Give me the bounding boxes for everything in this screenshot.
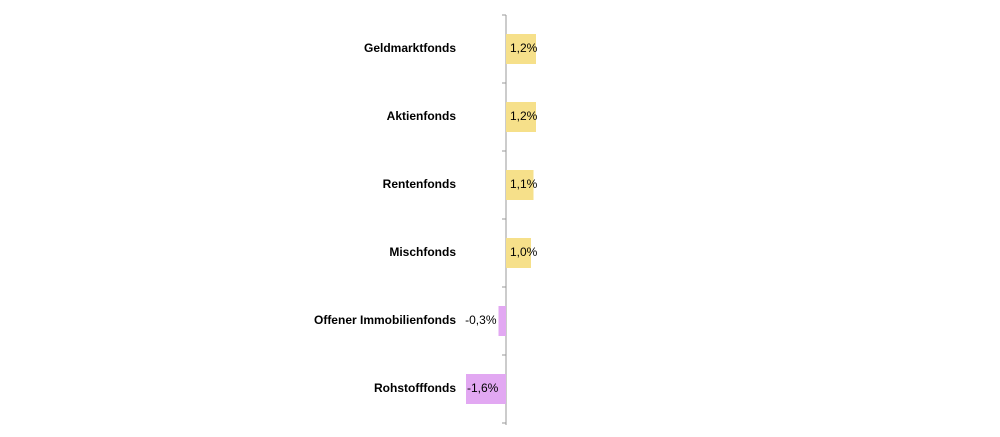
value-label: 1,0% [510,245,538,259]
value-label: -1,6% [467,381,499,395]
bar [498,306,506,336]
category-label: Rohstofffonds [374,381,456,395]
value-label: -0,3% [465,313,497,327]
category-label: Geldmarktfonds [364,41,456,55]
value-label: 1,1% [510,177,538,191]
bar [506,34,536,64]
value-label: 1,2% [510,41,538,55]
bar [466,374,506,404]
bar [506,102,536,132]
value-label: 1,2% [510,109,538,123]
bar [506,238,531,268]
category-label: Mischfonds [389,245,456,259]
bar [506,170,534,200]
category-label: Offener Immobilienfonds [314,313,456,327]
category-label: Rentenfonds [383,177,457,191]
category-label: Aktienfonds [387,109,457,123]
